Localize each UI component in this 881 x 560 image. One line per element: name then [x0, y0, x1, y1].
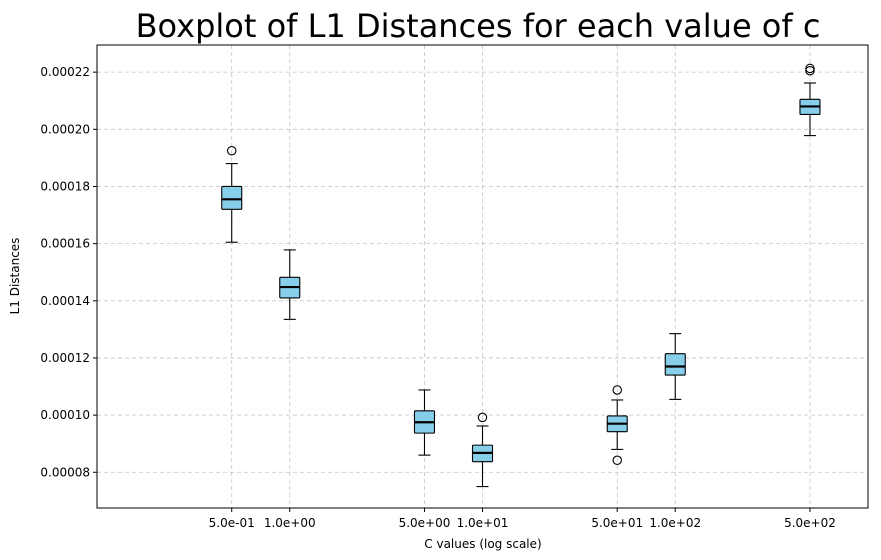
- outlier-point: [805, 63, 815, 74]
- box-iqr: [664, 353, 686, 376]
- outlier-point: [477, 412, 488, 423]
- y-tick-label: 0.00018: [40, 179, 90, 193]
- y-tick-label: 0.00020: [40, 122, 90, 136]
- outlier-point: [226, 145, 237, 156]
- y-tick-label: 0.00016: [40, 237, 90, 251]
- x-tick-label: 5.0e+01: [591, 516, 643, 530]
- y-tick-label: 0.00010: [40, 408, 90, 422]
- outlier-point: [612, 385, 622, 395]
- box-1.0e+02: [664, 333, 686, 400]
- x-tick-label: 1.0e+00: [264, 516, 316, 530]
- box-layer: [221, 63, 821, 488]
- box-5.0e+01: [606, 385, 628, 466]
- box-5.0e+02: [799, 63, 821, 137]
- x-tick-label: 5.0e+00: [399, 516, 451, 530]
- x-tick-label: 5.0e+02: [784, 516, 836, 530]
- x-tick-label: 5.0e-01: [209, 516, 255, 530]
- outlier-point: [612, 455, 622, 466]
- x-tick-label: 1.0e+02: [649, 516, 701, 530]
- box-1.0e+01: [471, 412, 494, 488]
- tick-layer: 0.00008 0.00010 0.00012 0.00014 0.00016 0.000…: [40, 65, 835, 530]
- box-5.0e-01: [221, 145, 243, 243]
- y-tick-label: 0.00014: [40, 294, 90, 308]
- x-axis-label: C values (log scale): [424, 537, 541, 551]
- box-1.0e+00: [279, 249, 301, 320]
- x-tick-label: 1.0e+01: [457, 516, 509, 530]
- box-5.0e+00: [413, 389, 436, 456]
- chart-title: Boxplot of L1 Distances for each value o…: [136, 7, 821, 45]
- y-tick-label: 0.00022: [40, 65, 90, 79]
- outlier-point: [805, 65, 815, 76]
- y-tick-label: 0.00008: [40, 465, 90, 479]
- box-iqr: [221, 185, 243, 210]
- y-tick-label: 0.00012: [40, 351, 90, 365]
- y-axis-label: L1 Distances: [8, 238, 22, 315]
